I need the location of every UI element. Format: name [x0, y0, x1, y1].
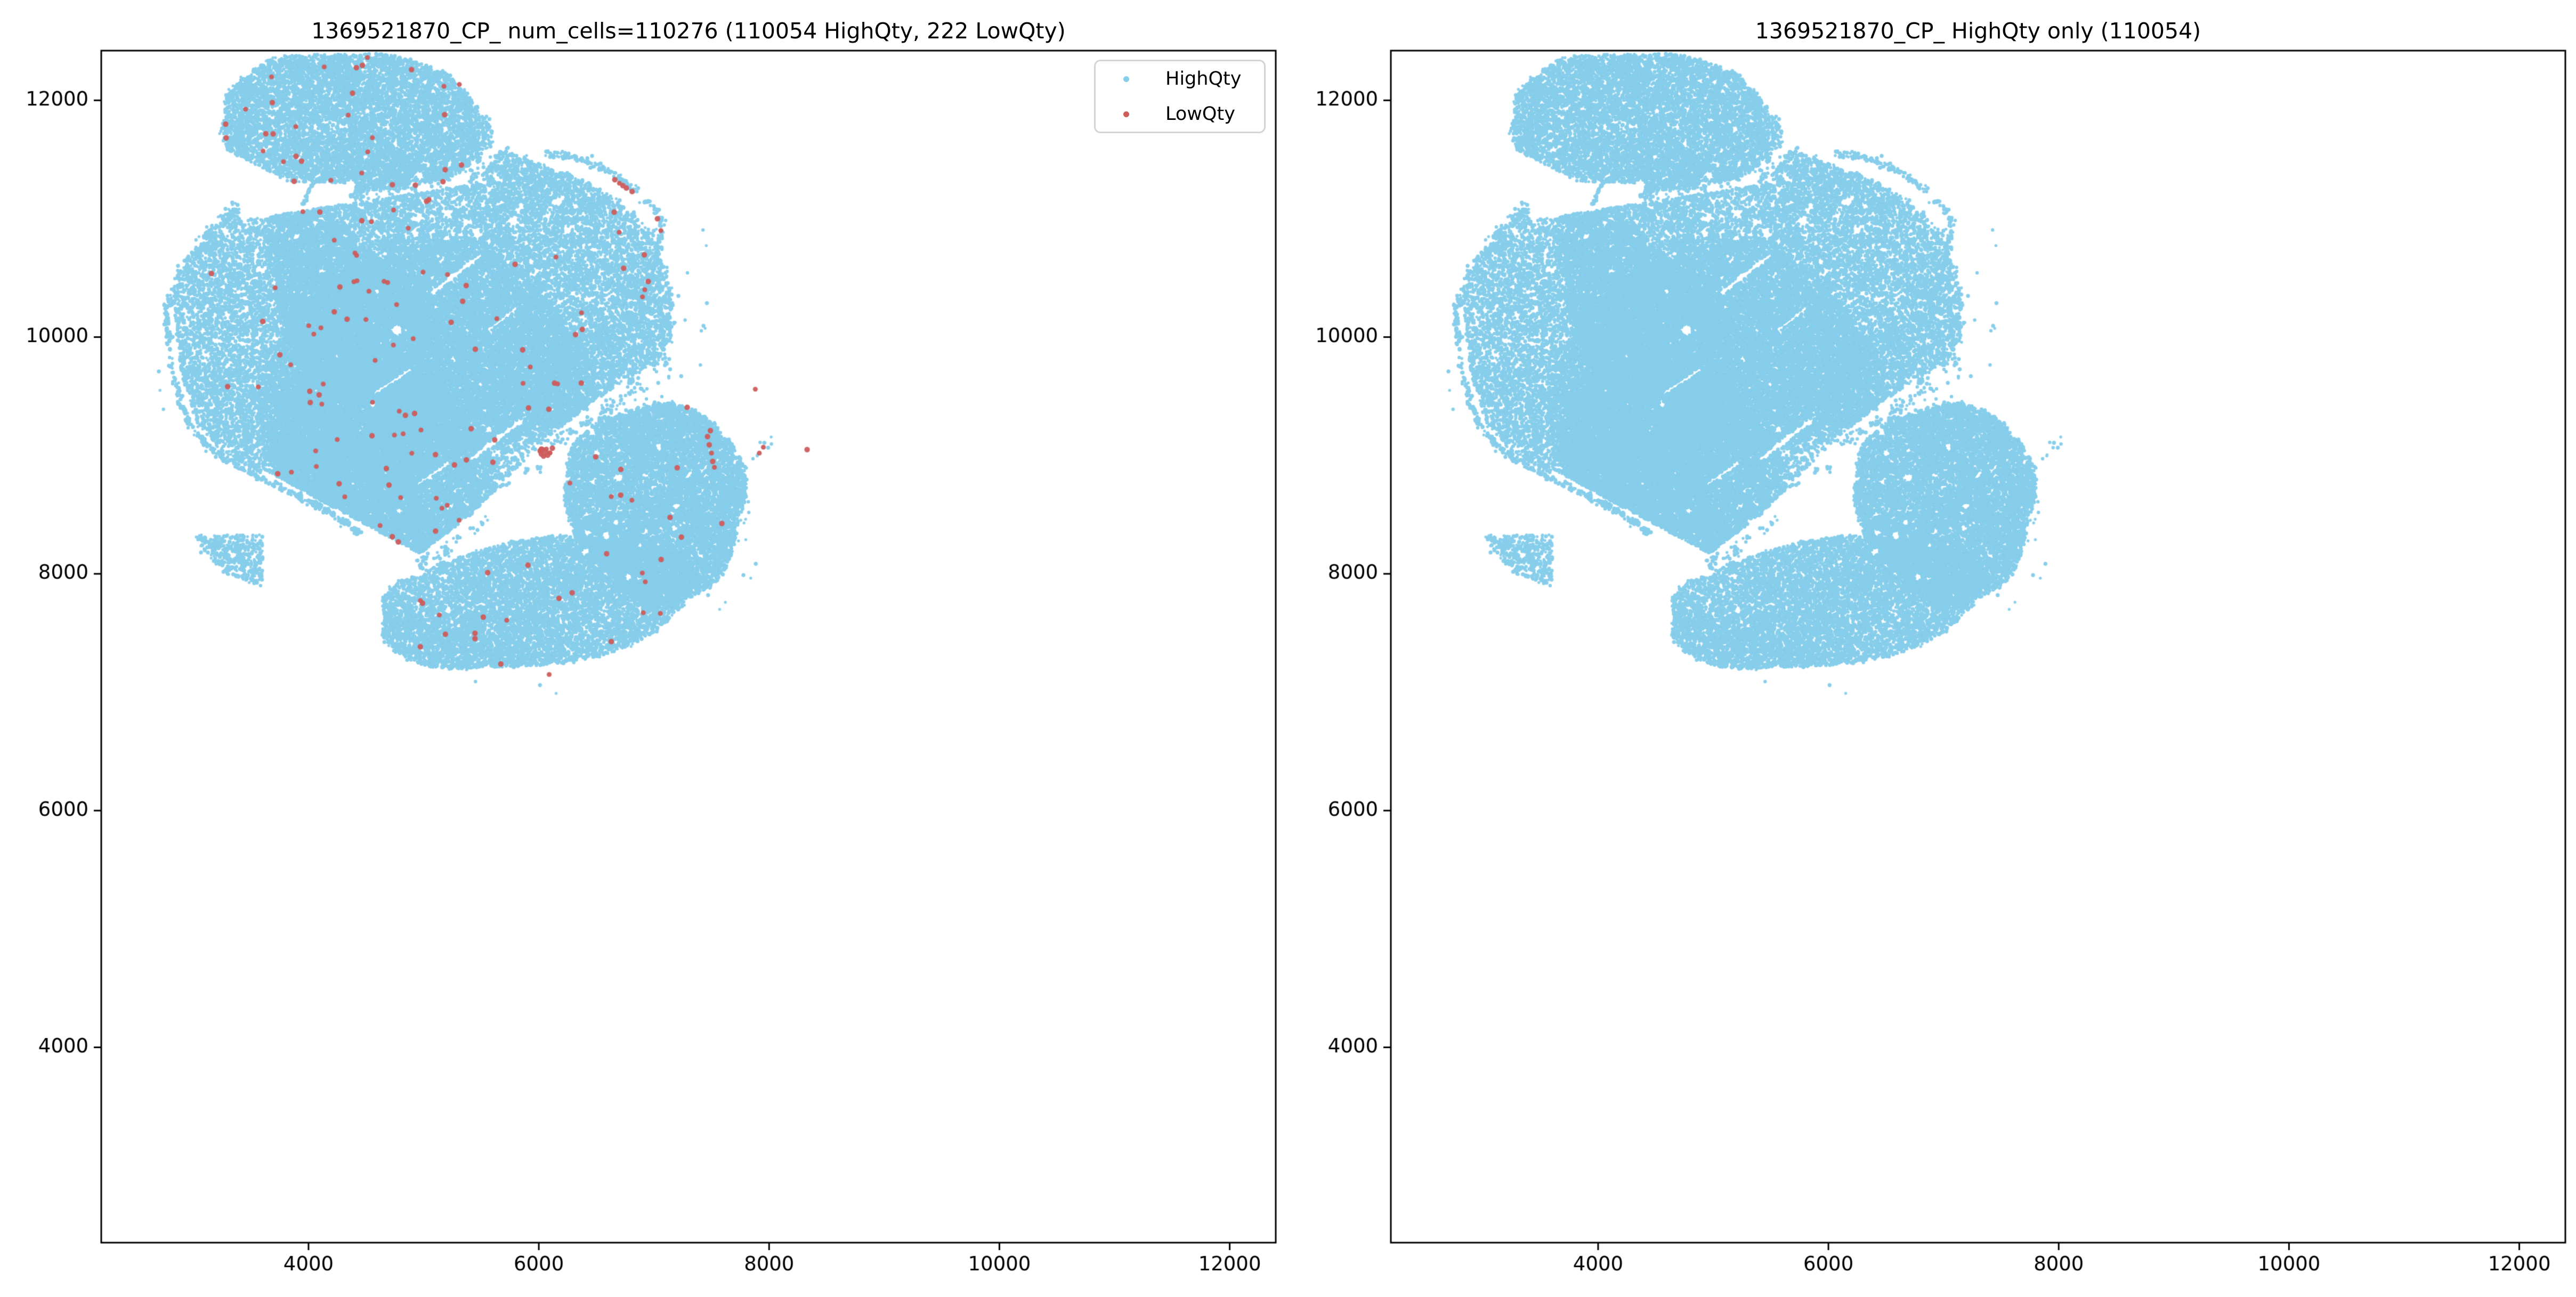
highqty-dot-icon — [1123, 76, 1129, 82]
lowqty-dot-icon — [1123, 111, 1129, 117]
left-plot-title: 1369521870_CP_ num_cells=110276 (110054 … — [311, 18, 1066, 44]
legend-item-lowqty: LowQty — [1096, 99, 1264, 129]
legend-item-highqty: HighQty — [1096, 64, 1264, 94]
right-plot-title: 1369521870_CP_ HighQty only (110054) — [1755, 18, 2201, 44]
legend-box: HighQty LowQty — [1094, 60, 1266, 133]
legend-label-lowqty: LowQty — [1165, 103, 1235, 125]
legend-label-highqty: HighQty — [1165, 68, 1242, 90]
